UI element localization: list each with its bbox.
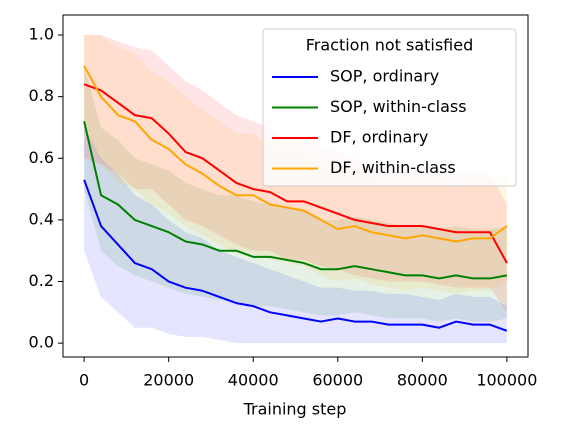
series-line <box>83 179 508 332</box>
legend-label: DF, within-class <box>330 158 456 177</box>
y-tick-label: 0.8 <box>29 86 54 105</box>
error-band <box>84 65 507 322</box>
series-line <box>83 83 508 264</box>
legend-title: Fraction not satisfied <box>306 36 474 55</box>
series-line <box>83 65 508 243</box>
x-tick-label: 100000 <box>476 371 537 390</box>
y-tick-label: 1.0 <box>29 25 54 44</box>
x-tick-label: 20000 <box>143 371 194 390</box>
y-tick-label: 0.4 <box>29 209 54 228</box>
x-tick-label: 0 <box>79 371 89 390</box>
y-tick-label: 0.6 <box>29 148 54 167</box>
legend-label: DF, ordinary <box>330 128 428 147</box>
series-line <box>83 121 508 280</box>
y-tick-label: 0.2 <box>29 271 54 290</box>
x-axis-label: Training step <box>243 400 347 419</box>
x-tick-label: 80000 <box>397 371 448 390</box>
y-tick-label: 0.0 <box>29 333 54 352</box>
x-tick-label: 60000 <box>312 371 363 390</box>
legend-label: SOP, within-class <box>330 97 467 116</box>
legend-label: SOP, ordinary <box>330 67 439 86</box>
plot-frame <box>62 14 529 358</box>
legend-box <box>262 28 517 187</box>
x-tick-label: 40000 <box>228 371 279 390</box>
